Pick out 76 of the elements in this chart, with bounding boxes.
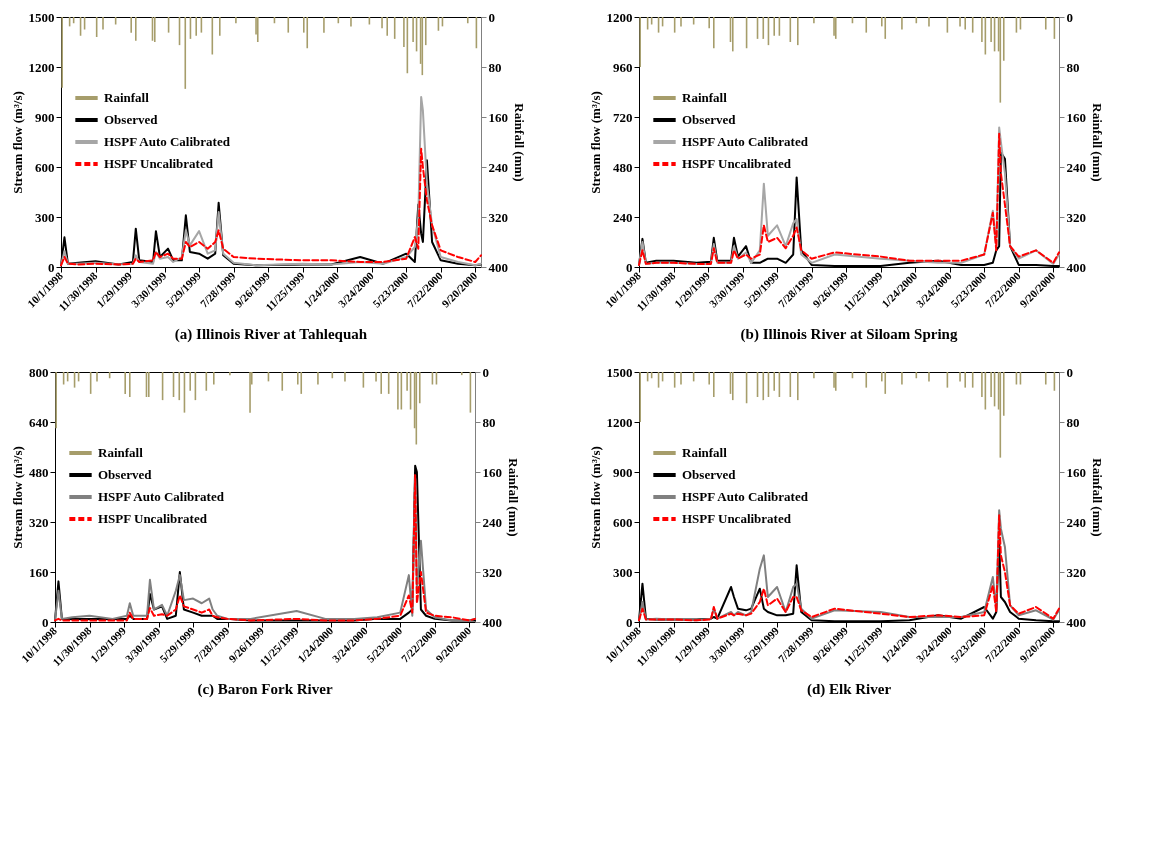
y2-tick-label: 160: [1066, 109, 1086, 125]
y2-tick-label: 320: [1066, 209, 1086, 225]
y2-tick-label: 80: [1066, 59, 1080, 75]
y-axis-title: Stream flow (m³/s): [9, 91, 25, 194]
legend-label: Observed: [682, 467, 737, 482]
legend-label: Rainfall: [98, 445, 144, 460]
y-tick-label: 600: [613, 514, 633, 530]
y-tick-label: 0: [626, 259, 633, 275]
legend-label: Rainfall: [682, 445, 728, 460]
legend-label: Observed: [682, 112, 737, 127]
y2-tick-label: 0: [1066, 364, 1073, 380]
y2-tick-label: 240: [482, 514, 502, 530]
y2-tick-label: 240: [488, 159, 508, 175]
y2-tick-label: 400: [482, 614, 502, 630]
y-tick-label: 0: [42, 614, 49, 630]
y-tick-label: 0: [626, 614, 633, 630]
y-tick-label: 300: [613, 564, 633, 580]
y-tick-label: 1500: [606, 364, 633, 380]
y2-tick-label: 400: [488, 259, 508, 275]
y-tick-label: 1200: [28, 59, 55, 75]
y-tick-label: 960: [613, 59, 633, 75]
y2-tick-label: 0: [488, 9, 495, 25]
text: (d) Elk River: [806, 680, 892, 698]
legend-label: HSPF Uncalibrated: [682, 156, 792, 171]
legend-label: HSPF Uncalibrated: [98, 511, 208, 526]
y-tick-label: 1200: [606, 9, 633, 25]
legend-label: HSPF Auto Calibrated: [104, 134, 231, 149]
legend-label: HSPF Uncalibrated: [682, 511, 792, 526]
y-tick-label: 300: [35, 209, 55, 225]
y2-tick-label: 320: [1066, 564, 1086, 580]
y2-axis-title: Rainfall (mm): [1090, 458, 1105, 537]
y-tick-label: 640: [29, 414, 49, 430]
y-axis-title: Stream flow (m³/s): [10, 446, 25, 549]
y-tick-label: 1200: [606, 414, 633, 430]
y2-tick-label: 160: [1066, 464, 1086, 480]
y-tick-label: 240: [613, 209, 633, 225]
y-tick-label: 900: [613, 464, 633, 480]
y2-tick-label: 240: [1066, 159, 1086, 175]
y2-tick-label: 0: [482, 364, 489, 380]
legend-label: HSPF Uncalibrated: [104, 156, 214, 171]
legend-label: Observed: [98, 467, 153, 482]
legend-label: Rainfall: [104, 90, 150, 105]
legend-label: Observed: [104, 112, 159, 127]
y2-axis-title: Rainfall (mm): [512, 103, 527, 182]
y-axis-title: Stream flow (m³/s): [587, 91, 603, 194]
y-tick-label: 800: [29, 364, 49, 380]
y-tick-label: 0: [48, 259, 55, 275]
y2-tick-label: 80: [482, 414, 496, 430]
y-tick-label: 600: [35, 159, 55, 175]
y-tick-label: 900: [35, 109, 55, 125]
y-tick-label: 160: [29, 564, 49, 580]
text: (a) Illinois River at Tahlequah: [174, 325, 368, 343]
legend-label: HSPF Auto Calibrated: [98, 489, 225, 504]
text: (b) Illinois River at Siloam Spring: [740, 325, 958, 343]
legend-label: Rainfall: [682, 90, 728, 105]
legend-label: HSPF Auto Calibrated: [682, 489, 809, 504]
y2-tick-label: 160: [482, 464, 502, 480]
y2-tick-label: 0: [1066, 9, 1073, 25]
y2-tick-label: 320: [482, 564, 502, 580]
y2-axis-title: Rainfall (mm): [1090, 103, 1105, 182]
text: (c) Baron Fork River: [197, 680, 333, 698]
y2-tick-label: 400: [1066, 259, 1086, 275]
y-axis-title: Stream flow (m³/s): [587, 446, 603, 549]
y2-tick-label: 400: [1066, 614, 1086, 630]
y2-tick-label: 320: [488, 209, 508, 225]
y2-tick-label: 80: [488, 59, 502, 75]
y-tick-label: 320: [29, 514, 49, 530]
y2-axis-title: Rainfall (mm): [506, 458, 521, 537]
y-tick-label: 720: [613, 109, 633, 125]
y-tick-label: 480: [29, 464, 49, 480]
y2-tick-label: 160: [488, 109, 508, 125]
y2-tick-label: 80: [1066, 414, 1080, 430]
y-tick-label: 480: [613, 159, 633, 175]
y-tick-label: 1500: [28, 9, 55, 25]
legend-label: HSPF Auto Calibrated: [682, 134, 809, 149]
y2-tick-label: 240: [1066, 514, 1086, 530]
